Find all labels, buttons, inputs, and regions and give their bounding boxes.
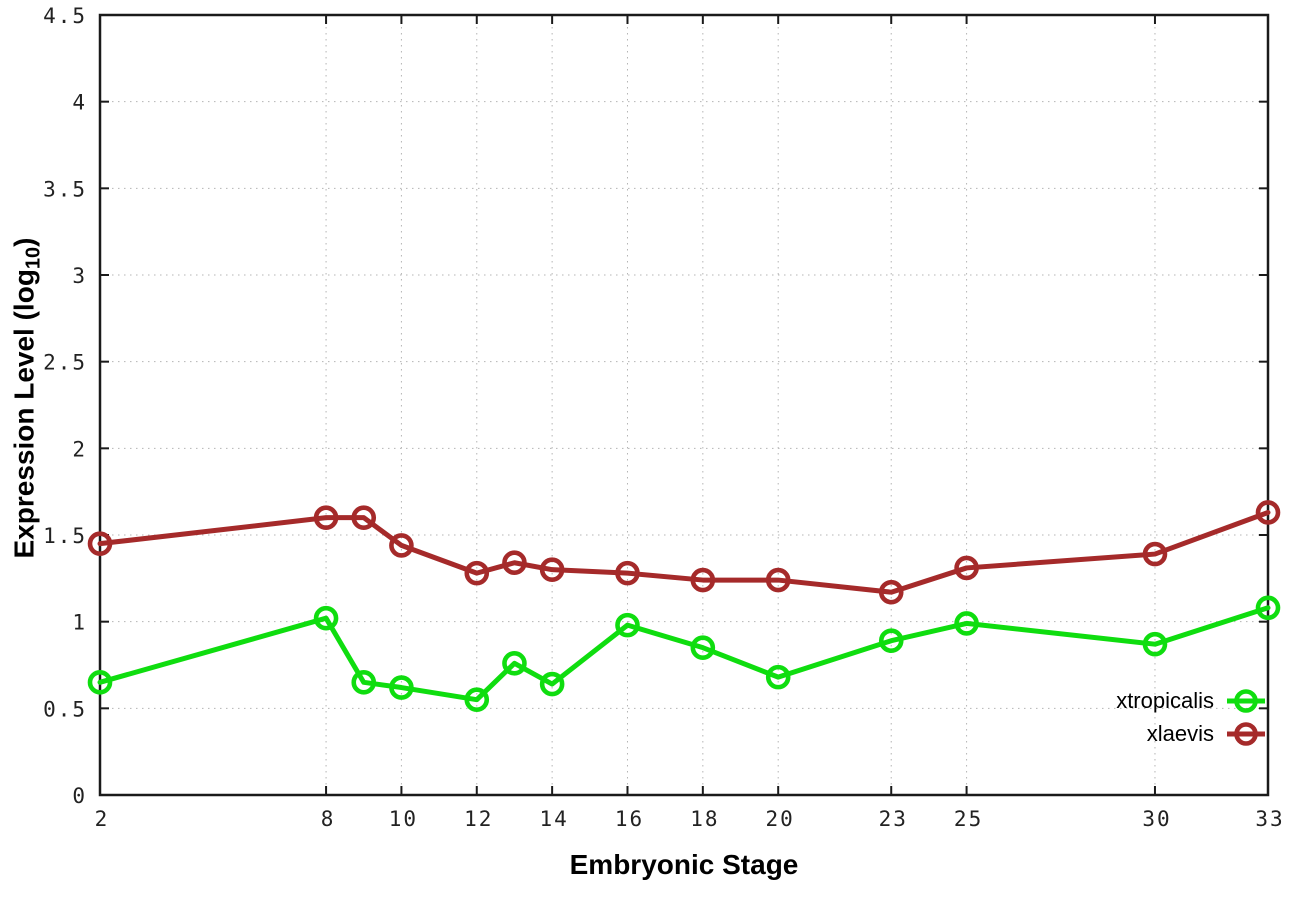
data-point-xlaevis [878, 579, 904, 605]
y-tick-label: 0 [72, 784, 87, 808]
data-point-xtropicalis [690, 635, 716, 660]
y-axis-title-text: Expression Level (log [8, 269, 40, 559]
x-tick-label: 12 [464, 807, 493, 831]
y-tick-label: 0.5 [43, 697, 87, 721]
data-point-xtropicalis [1255, 595, 1281, 621]
gridlines [100, 15, 1268, 795]
legend-point-sample [1234, 721, 1258, 746]
legend-marker-xlaevis [1227, 721, 1265, 746]
x-axis-title: Embryonic Stage [569, 849, 799, 880]
x-tick-label: 20 [766, 807, 795, 831]
y-tick-label: 3.5 [43, 177, 87, 201]
y-axis-title-subscript: 10 [22, 246, 45, 270]
legend-item-xlaevis: xlaevis [1116, 717, 1268, 750]
data-point-xtropicalis [954, 611, 979, 636]
data-point-xlaevis [954, 555, 979, 581]
x-tick-label: 10 [389, 807, 418, 831]
axis-ticks [99, 14, 1269, 796]
y-tick-label: 2.5 [43, 351, 87, 375]
data-point-xtropicalis [539, 671, 565, 697]
series-xlaevis [87, 500, 1281, 605]
legend-item-xtropicalis: xtropicalis [1116, 684, 1268, 717]
data-point-xtropicalis [389, 675, 414, 700]
legend-label-xlaevis: xlaevis [1146, 720, 1214, 746]
data-point-xlaevis [464, 560, 490, 586]
legend-point-sample [1234, 688, 1258, 713]
series-line-xtropicalis [97, 605, 1271, 703]
legend-label-xtropicalis: xtropicalis [1116, 687, 1214, 713]
x-tick-label: 23 [879, 807, 908, 831]
data-point-xtropicalis [87, 670, 113, 695]
y-tick-label: 1 [72, 611, 87, 635]
x-tick-label: 8 [321, 807, 336, 831]
x-tick-label: 14 [539, 807, 568, 831]
data-point-xtropicalis [502, 650, 527, 676]
y-axis-title-close: ) [8, 237, 40, 247]
data-point-xtropicalis [765, 664, 791, 690]
x-tick-label: 2 [95, 807, 110, 831]
data-point-xtropicalis [615, 612, 640, 638]
y-tick-label: 1.5 [43, 524, 87, 548]
y-axis-title: Expression Level (log10) [9, 238, 46, 559]
y-tick-labels: 0 0.5 1 1.5 2 2.5 3 3.5 4 4.5 [43, 4, 87, 808]
data-point-xtropicalis [878, 628, 904, 654]
plot-border [98, 13, 1270, 797]
y-tick-label: 3 [72, 264, 87, 288]
x-tick-label: 30 [1142, 807, 1171, 831]
x-tick-label: 18 [690, 807, 719, 831]
data-point-xtropicalis [351, 670, 377, 695]
data-point-xlaevis [313, 505, 339, 530]
data-point-xlaevis [502, 550, 527, 576]
data-point-xlaevis [87, 531, 113, 556]
x-tick-label: 33 [1255, 807, 1284, 831]
data-point-xtropicalis [1142, 631, 1168, 657]
legend-marker-xtropicalis [1227, 688, 1265, 713]
data-point-xlaevis [1142, 541, 1168, 567]
x-tick-label: 16 [615, 807, 644, 831]
data-point-xlaevis [351, 505, 377, 530]
data-point-xlaevis [1255, 500, 1281, 525]
data-point-xlaevis [389, 533, 414, 558]
series-line-xlaevis [97, 509, 1271, 595]
legend: xtropicalis xlaevis [1116, 684, 1268, 750]
data-point-xlaevis [765, 567, 791, 593]
x-tick-labels: 2 8 10 12 14 16 18 20 23 25 30 33 [95, 807, 1284, 831]
data-point-xlaevis [539, 557, 565, 582]
data-point-xlaevis [615, 560, 640, 586]
data-point-xlaevis [690, 567, 716, 593]
x-tick-label: 25 [954, 807, 983, 831]
data-point-xtropicalis [464, 687, 490, 712]
series-xtropicalis [87, 595, 1281, 712]
y-tick-label: 2 [72, 437, 87, 461]
data-point-xtropicalis [313, 605, 339, 631]
y-tick-label: 4.5 [43, 4, 87, 28]
y-tick-label: 4 [72, 91, 87, 115]
